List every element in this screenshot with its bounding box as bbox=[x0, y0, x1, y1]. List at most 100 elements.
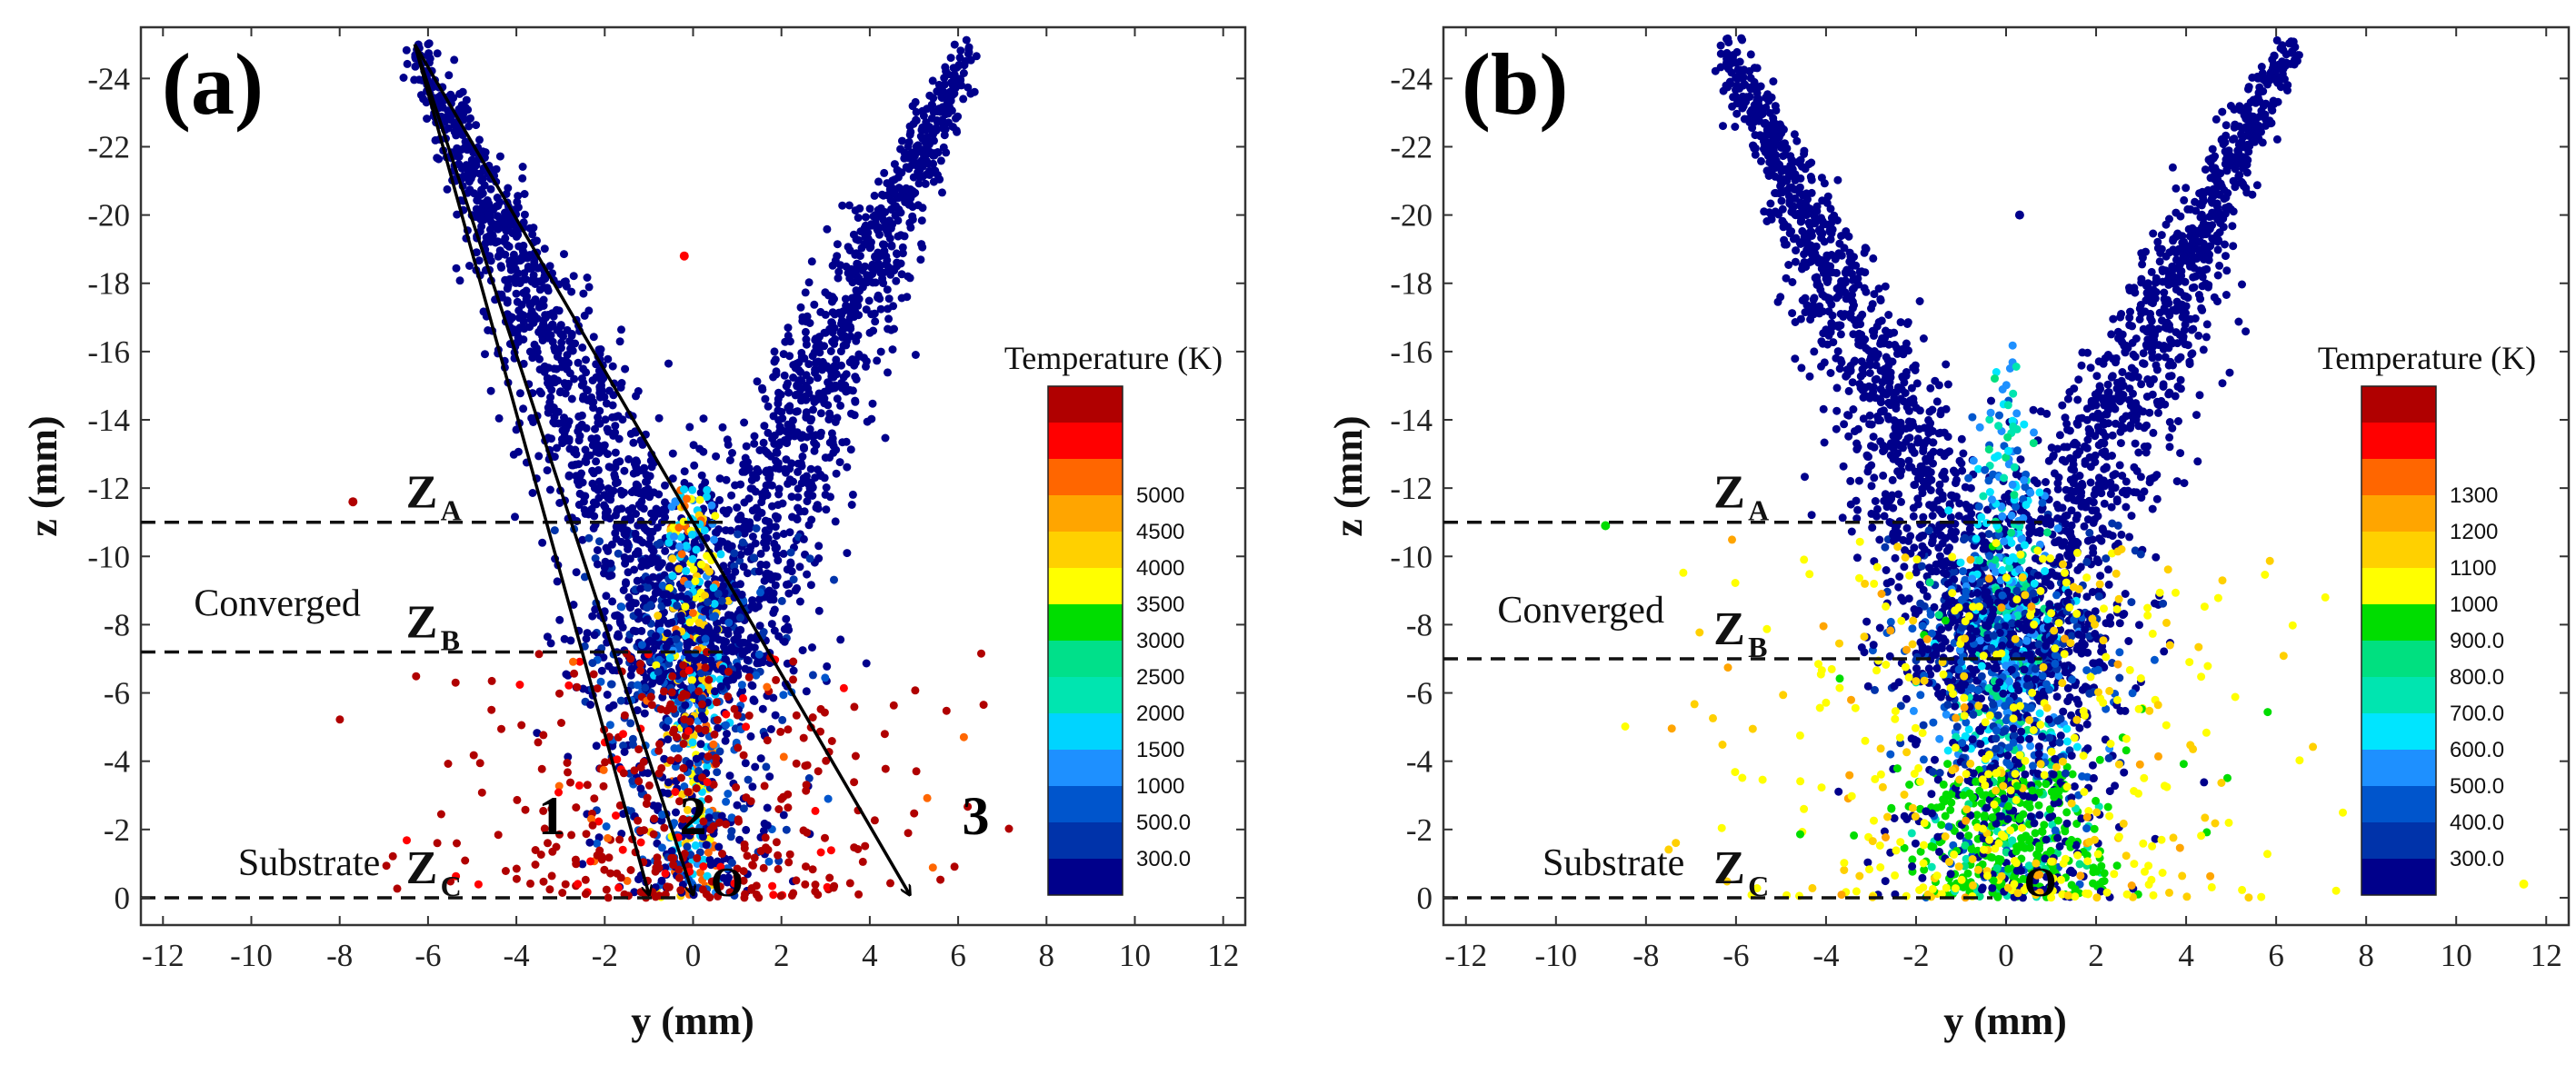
scatter-point bbox=[756, 588, 764, 597]
scatter-point bbox=[816, 428, 825, 437]
scatter-point bbox=[614, 505, 623, 513]
trajectory-label-3: 3 bbox=[963, 786, 990, 846]
scatter-point bbox=[1911, 361, 1920, 370]
scatter-point bbox=[894, 184, 904, 193]
scatter-point bbox=[1776, 293, 1785, 302]
colorbar-segment bbox=[1048, 459, 1123, 496]
scatter-point bbox=[646, 692, 655, 702]
scatter-point bbox=[734, 530, 743, 539]
scatter-point bbox=[1807, 158, 1816, 167]
scatter-point bbox=[766, 595, 775, 604]
scatter-point bbox=[789, 575, 798, 584]
scatter-point bbox=[778, 499, 787, 508]
scatter-point bbox=[724, 692, 733, 702]
scatter-point bbox=[789, 657, 798, 666]
scatter-point bbox=[1935, 480, 1944, 489]
scatter-point bbox=[595, 383, 604, 392]
scatter-point bbox=[638, 538, 647, 547]
scatter-point bbox=[1881, 375, 1890, 384]
scatter-point bbox=[1802, 201, 1811, 210]
scatter-point bbox=[1890, 328, 1899, 337]
colorbar-segment bbox=[1048, 750, 1123, 787]
scatter-point bbox=[1924, 415, 1933, 424]
scatter-point bbox=[775, 427, 784, 436]
scatter-point bbox=[1853, 424, 1862, 433]
scatter-point bbox=[722, 509, 731, 518]
scatter-point bbox=[666, 756, 675, 765]
scatter-point bbox=[572, 450, 581, 459]
scatter-point bbox=[835, 458, 844, 467]
scatter-point bbox=[811, 359, 820, 367]
scatter-point bbox=[1729, 93, 1738, 102]
scatter-point bbox=[586, 857, 595, 866]
scatter-point bbox=[777, 596, 786, 605]
scatter-points-a bbox=[335, 35, 1060, 902]
scatter-point bbox=[906, 127, 915, 136]
scatter-point bbox=[469, 751, 478, 760]
scatter-point bbox=[604, 572, 614, 581]
scatter-point bbox=[752, 671, 761, 680]
scatter-point bbox=[1904, 417, 1913, 426]
scatter-point bbox=[816, 307, 825, 316]
scatter-point bbox=[1895, 572, 1904, 581]
scatter-point bbox=[516, 254, 525, 264]
scatter-point bbox=[912, 116, 921, 125]
scatter-point bbox=[722, 475, 731, 484]
scatter-point bbox=[704, 752, 713, 761]
scatter-point bbox=[688, 485, 697, 494]
scatter-point bbox=[855, 252, 864, 261]
scatter-point bbox=[402, 45, 411, 55]
scatter-point bbox=[825, 412, 834, 421]
scatter-point bbox=[884, 262, 893, 271]
scatter-point bbox=[562, 425, 570, 434]
scatter-point bbox=[746, 797, 755, 806]
scatter-point bbox=[595, 477, 604, 486]
scatter-point bbox=[474, 880, 483, 889]
scatter-point bbox=[626, 866, 635, 874]
scatter-point bbox=[1732, 58, 1741, 67]
scatter-point bbox=[758, 704, 767, 713]
scatter-point bbox=[595, 537, 604, 546]
scatter-point bbox=[648, 679, 656, 688]
scatter-point bbox=[852, 234, 861, 244]
scatter-point bbox=[868, 399, 877, 408]
scatter-point bbox=[679, 251, 689, 261]
scatter-point bbox=[869, 326, 878, 335]
colorbar-label: 2500 bbox=[1136, 665, 1184, 690]
scatter-point bbox=[724, 440, 733, 449]
scatter-point bbox=[1952, 479, 1960, 488]
scatter-point bbox=[799, 733, 808, 742]
scatter-point bbox=[855, 204, 864, 213]
scatter-point bbox=[742, 825, 751, 834]
scatter-point bbox=[491, 238, 500, 247]
scatter-point bbox=[1777, 196, 1786, 205]
scatter-point bbox=[851, 397, 860, 406]
scatter-point bbox=[1805, 372, 1814, 381]
scatter-point bbox=[821, 490, 830, 499]
scatter-point bbox=[1731, 123, 1740, 131]
scatter-point bbox=[513, 197, 522, 206]
scatter-point bbox=[545, 485, 554, 494]
colorbar-label: 1000 bbox=[1136, 774, 1184, 799]
scatter-point bbox=[1869, 433, 1878, 442]
scatter-point bbox=[529, 318, 538, 327]
scatter-point bbox=[565, 369, 574, 378]
scatter-point bbox=[601, 415, 610, 424]
scatter-point bbox=[554, 306, 564, 315]
scatter-point bbox=[887, 241, 896, 250]
scatter-point bbox=[1846, 476, 1855, 485]
scatter-point bbox=[783, 435, 792, 444]
zone-note-b: Converged bbox=[194, 582, 361, 624]
scatter-point bbox=[529, 418, 538, 426]
scatter-point bbox=[649, 830, 658, 839]
scatter-point bbox=[750, 473, 759, 482]
scatter-point bbox=[765, 772, 774, 781]
scatter-point bbox=[814, 504, 823, 513]
scatter-point bbox=[707, 501, 716, 510]
zone-sub-a: A bbox=[441, 494, 462, 527]
scatter-point bbox=[843, 549, 852, 558]
scatter-point bbox=[686, 626, 695, 635]
scatter-point bbox=[1902, 523, 1912, 532]
scatter-point bbox=[757, 498, 766, 507]
scatter-point bbox=[870, 816, 879, 825]
